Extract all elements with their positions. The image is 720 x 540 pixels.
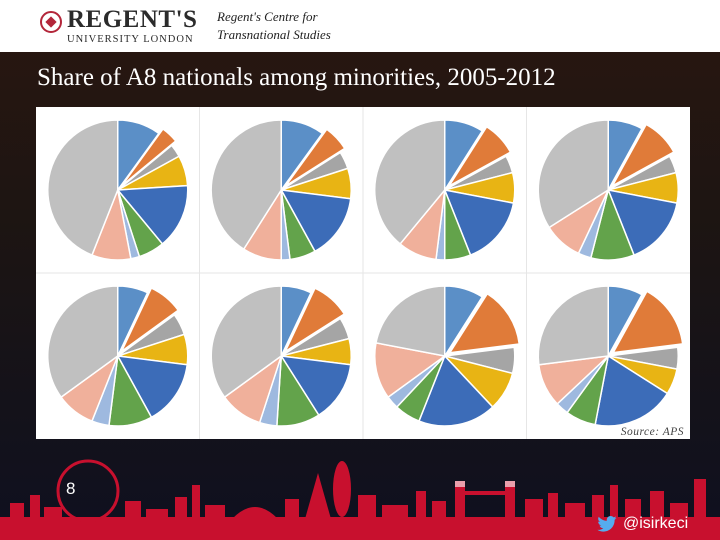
pie-slice bbox=[374, 342, 447, 399]
pie-slice bbox=[283, 287, 346, 354]
pie-slice bbox=[537, 119, 609, 229]
pie-chart-6 bbox=[210, 285, 352, 427]
centre-name-line1: Regent's Centre for bbox=[217, 9, 318, 24]
twitter-bird-icon bbox=[597, 516, 617, 532]
pie-chart-grid: Source: APS bbox=[36, 107, 690, 439]
university-logo: REGENT'S UNIVERSITY LONDON bbox=[40, 7, 210, 47]
centre-name-line2: Transnational Studies bbox=[217, 27, 331, 42]
pie-chart-2 bbox=[210, 119, 352, 261]
header-bar: REGENT'S UNIVERSITY LONDON Regent's Cent… bbox=[0, 0, 720, 52]
pie-chart-8 bbox=[537, 285, 684, 427]
slide-title: Share of A8 nationals among minorities, … bbox=[37, 64, 556, 91]
pie-slice bbox=[448, 125, 512, 187]
pie-slice bbox=[375, 285, 446, 357]
pie-chart-7 bbox=[374, 285, 521, 427]
regents-crest-icon bbox=[40, 11, 62, 33]
slide-number: 8 bbox=[66, 479, 76, 498]
pie-slice bbox=[610, 123, 675, 188]
pie-slice bbox=[279, 355, 352, 417]
pie-slice bbox=[607, 189, 678, 257]
logo-subline: UNIVERSITY LONDON bbox=[67, 34, 194, 45]
pie-slice bbox=[611, 290, 684, 354]
pie-slice bbox=[210, 285, 282, 399]
twitter-handle-text: @isirkeci bbox=[623, 515, 689, 532]
pie-slice bbox=[448, 292, 521, 354]
pie-slice bbox=[116, 355, 189, 419]
pie-slice bbox=[537, 285, 609, 366]
source-note: Source: APS bbox=[620, 426, 684, 438]
pie-slice bbox=[47, 119, 119, 257]
pie-chart-4 bbox=[537, 119, 679, 261]
pie-slice bbox=[594, 354, 669, 427]
pie-slice bbox=[210, 119, 282, 251]
pie-slice bbox=[443, 189, 515, 257]
centre-name: Regent's Centre for Transnational Studie… bbox=[217, 8, 437, 44]
london-skyline-graphic bbox=[0, 459, 720, 540]
pie-charts-canvas bbox=[36, 107, 690, 439]
pie-slice bbox=[47, 285, 119, 399]
pie-slice bbox=[374, 119, 446, 245]
pie-chart-1 bbox=[47, 119, 189, 261]
pie-slice bbox=[418, 354, 494, 427]
pie-slice bbox=[279, 189, 352, 253]
pie-slice bbox=[121, 127, 177, 187]
pie-slice bbox=[120, 287, 180, 352]
pie-slice bbox=[285, 128, 346, 187]
pie-slice bbox=[116, 184, 189, 245]
pie-chart-5 bbox=[47, 285, 189, 427]
pie-chart-3 bbox=[374, 119, 516, 261]
logo-wordmark: REGENT'S bbox=[67, 6, 198, 33]
twitter-handle[interactable]: @isirkeci bbox=[597, 513, 688, 535]
